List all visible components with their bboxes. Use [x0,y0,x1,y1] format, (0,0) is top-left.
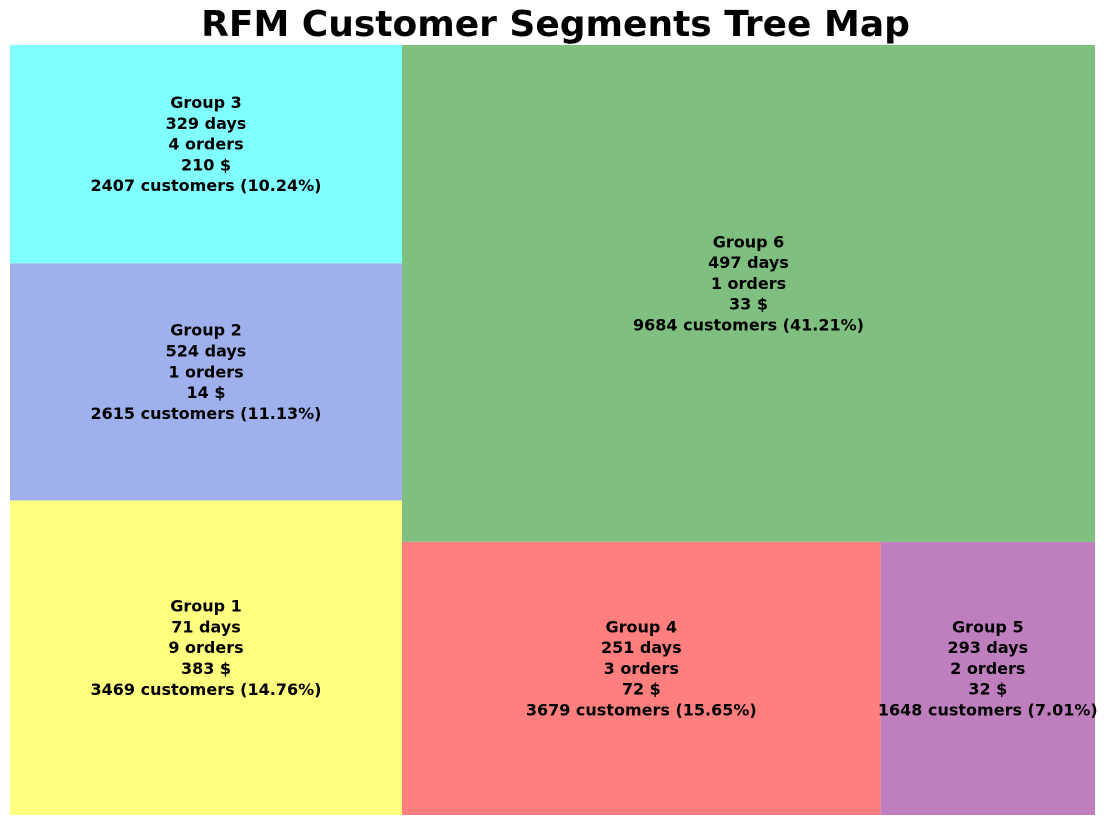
treemap-label-group-5-line-1: Group 5 [952,617,1024,636]
treemap-label-group-2-line-2: 524 days [166,342,247,361]
treemap-label-group-1-line-2: 71 days [171,617,241,636]
treemap-label-group-4-line-1: Group 4 [606,617,678,636]
treemap-label-group-4-line-4: 72 $ [622,680,661,699]
treemap-cell-group-3 [10,45,402,264]
treemap-label-group-5-line-5: 1648 customers (7.01%) [878,700,1098,719]
treemap-label-group-2-line-3: 1 orders [168,362,243,381]
treemap-label-group-1-line-5: 3469 customers (14.76%) [91,680,322,699]
treemap-label-group-3-line-2: 329 days [166,114,247,133]
treemap-label-group-4-line-2: 251 days [601,638,682,657]
treemap-label-group-1-line-3: 9 orders [168,638,243,657]
treemap-label-group-5-line-2: 293 days [947,638,1028,657]
treemap-label-group-2-line-4: 14 $ [187,383,226,402]
treemap-label-group-5-line-3: 2 orders [950,659,1025,678]
treemap-label-group-6-line-2: 497 days [708,253,789,272]
treemap-label-group-1-line-4: 383 $ [181,659,231,678]
chart-title: RFM Customer Segments Tree Map [201,4,910,45]
treemap-label-group-1-line-1: Group 1 [170,597,242,616]
treemap-cell-group-2 [10,263,402,501]
treemap-label-group-3-line-3: 4 orders [168,135,243,154]
treemap-cell-group-4 [401,541,881,815]
treemap-cell-group-6 [401,45,1095,542]
treemap-label-group-3-line-5: 2407 customers (10.24%) [91,176,322,195]
treemap-cell-group-1 [10,500,402,815]
treemap-label-group-6-line-1: Group 6 [713,232,785,251]
treemap-label-group-3-line-4: 210 $ [181,155,231,174]
treemap-label-group-2-line-1: Group 2 [170,321,242,340]
treemap-label-group-6-line-3: 1 orders [711,274,786,293]
treemap-label-group-4-line-5: 3679 customers (15.65%) [526,700,757,719]
treemap-label-group-2-line-5: 2615 customers (11.13%) [91,404,322,423]
treemap-label-group-6-line-4: 33 $ [729,295,768,314]
treemap-cell-group-5 [880,541,1095,815]
treemap-label-group-5-line-4: 32 $ [968,680,1007,699]
treemap-label-group-4-line-3: 3 orders [604,659,679,678]
treemap-label-group-6-line-5: 9684 customers (41.21%) [633,315,864,334]
treemap-label-group-3-line-1: Group 3 [170,93,242,112]
